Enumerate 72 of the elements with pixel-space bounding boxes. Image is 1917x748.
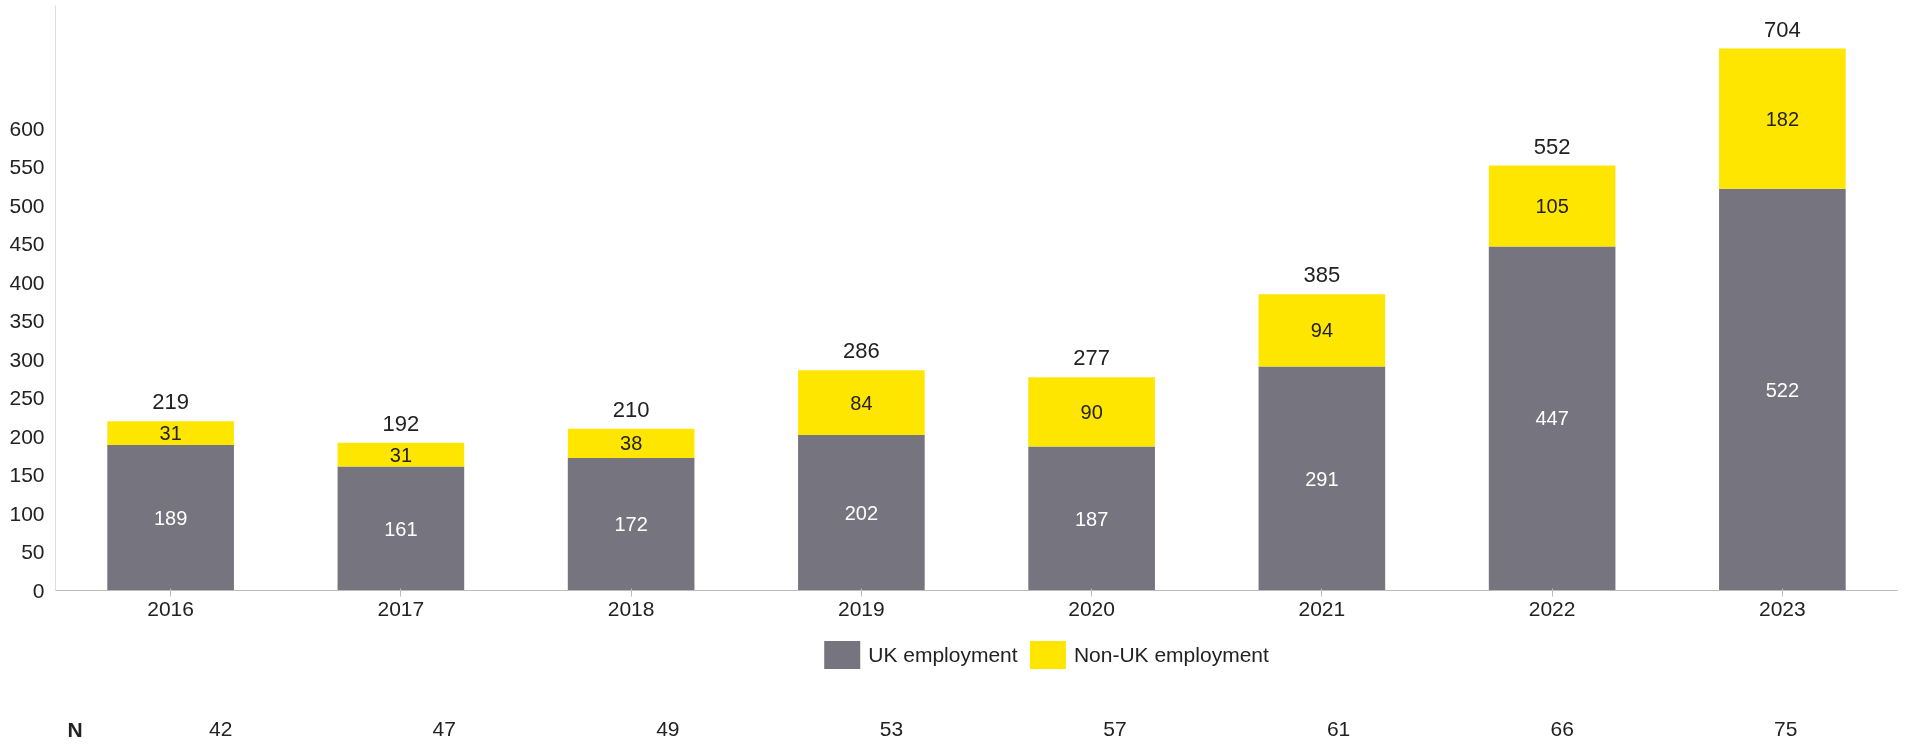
x-tick-label: 2016 <box>147 596 194 620</box>
y-tick-label: 400 <box>9 270 45 294</box>
x-tick-label: 2021 <box>1298 596 1346 620</box>
bar <box>1258 366 1386 591</box>
data-label: 31 <box>389 443 412 466</box>
y-tick-label: 600 <box>9 116 45 140</box>
x-tick-label: 2020 <box>1068 596 1115 620</box>
text: 57 <box>1103 717 1127 740</box>
data-label: 182 <box>1765 107 1800 130</box>
text: N <box>67 717 83 741</box>
total-label: 286 <box>843 338 880 364</box>
y-tick-label: 150 <box>9 463 45 487</box>
bar <box>337 466 465 591</box>
y-tick-label: 450 <box>9 232 45 256</box>
x-tick-label: 2023 <box>1759 596 1806 620</box>
legend-label: Non-UK employment <box>1073 643 1269 667</box>
total-label: 552 <box>1533 133 1571 159</box>
text: 75 <box>1774 717 1798 740</box>
x-tick-label: 2017 <box>377 596 425 620</box>
text: 53 <box>879 717 904 740</box>
data-label: 105 <box>1535 195 1569 218</box>
bar <box>1028 377 1155 447</box>
y-tick-label: 200 <box>9 424 45 448</box>
data-label: 291 <box>1305 467 1339 490</box>
data-label: 31 <box>159 422 182 445</box>
bar <box>1719 188 1846 591</box>
text: 42 <box>209 717 233 740</box>
data-label: 161 <box>384 517 418 540</box>
bar <box>107 421 234 446</box>
bar <box>1488 165 1616 247</box>
y-tick-label: 550 <box>9 155 45 179</box>
bar <box>1488 246 1616 591</box>
data-label: 84 <box>850 391 873 414</box>
total-label: 704 <box>1764 16 1801 42</box>
total-label: 210 <box>612 396 650 422</box>
data-label: 94 <box>1310 319 1333 342</box>
text: 66 <box>1550 717 1574 740</box>
y-tick-label: 50 <box>21 540 45 564</box>
bar <box>798 370 925 436</box>
text: 61 <box>1326 717 1351 740</box>
data-label: 189 <box>153 506 188 529</box>
bar <box>567 428 695 459</box>
data-label: 522 <box>1765 378 1800 401</box>
y-tick-label: 500 <box>9 193 45 217</box>
data-label: 38 <box>620 432 643 455</box>
bar <box>567 458 695 591</box>
text: 47 <box>432 717 456 740</box>
y-tick-label: 0 <box>32 578 45 602</box>
data-label: 90 <box>1080 400 1103 423</box>
bar <box>337 442 465 467</box>
total-label: 385 <box>1303 262 1341 288</box>
total-label: 277 <box>1073 345 1110 371</box>
y-tick-label: 250 <box>9 386 45 410</box>
y-tick-label: 300 <box>9 347 45 371</box>
bar <box>1719 48 1846 189</box>
data-label: 172 <box>614 513 648 536</box>
bar <box>107 445 234 591</box>
text: 49 <box>656 717 680 740</box>
x-tick-label: 2018 <box>607 596 655 620</box>
total-label: 192 <box>382 410 420 436</box>
legend-label: UK employment <box>868 643 1018 667</box>
data-label: 202 <box>844 501 879 524</box>
x-tick-label: 2019 <box>838 596 885 620</box>
bar <box>1258 294 1386 367</box>
x-tick-label: 2022 <box>1528 596 1576 620</box>
bar <box>1028 446 1155 591</box>
y-tick-label: 100 <box>9 501 45 525</box>
total-label: 219 <box>152 389 189 415</box>
data-label: 187 <box>1074 507 1109 530</box>
bar <box>798 435 925 591</box>
y-tick-label: 350 <box>9 309 45 333</box>
data-label: 447 <box>1535 407 1569 430</box>
